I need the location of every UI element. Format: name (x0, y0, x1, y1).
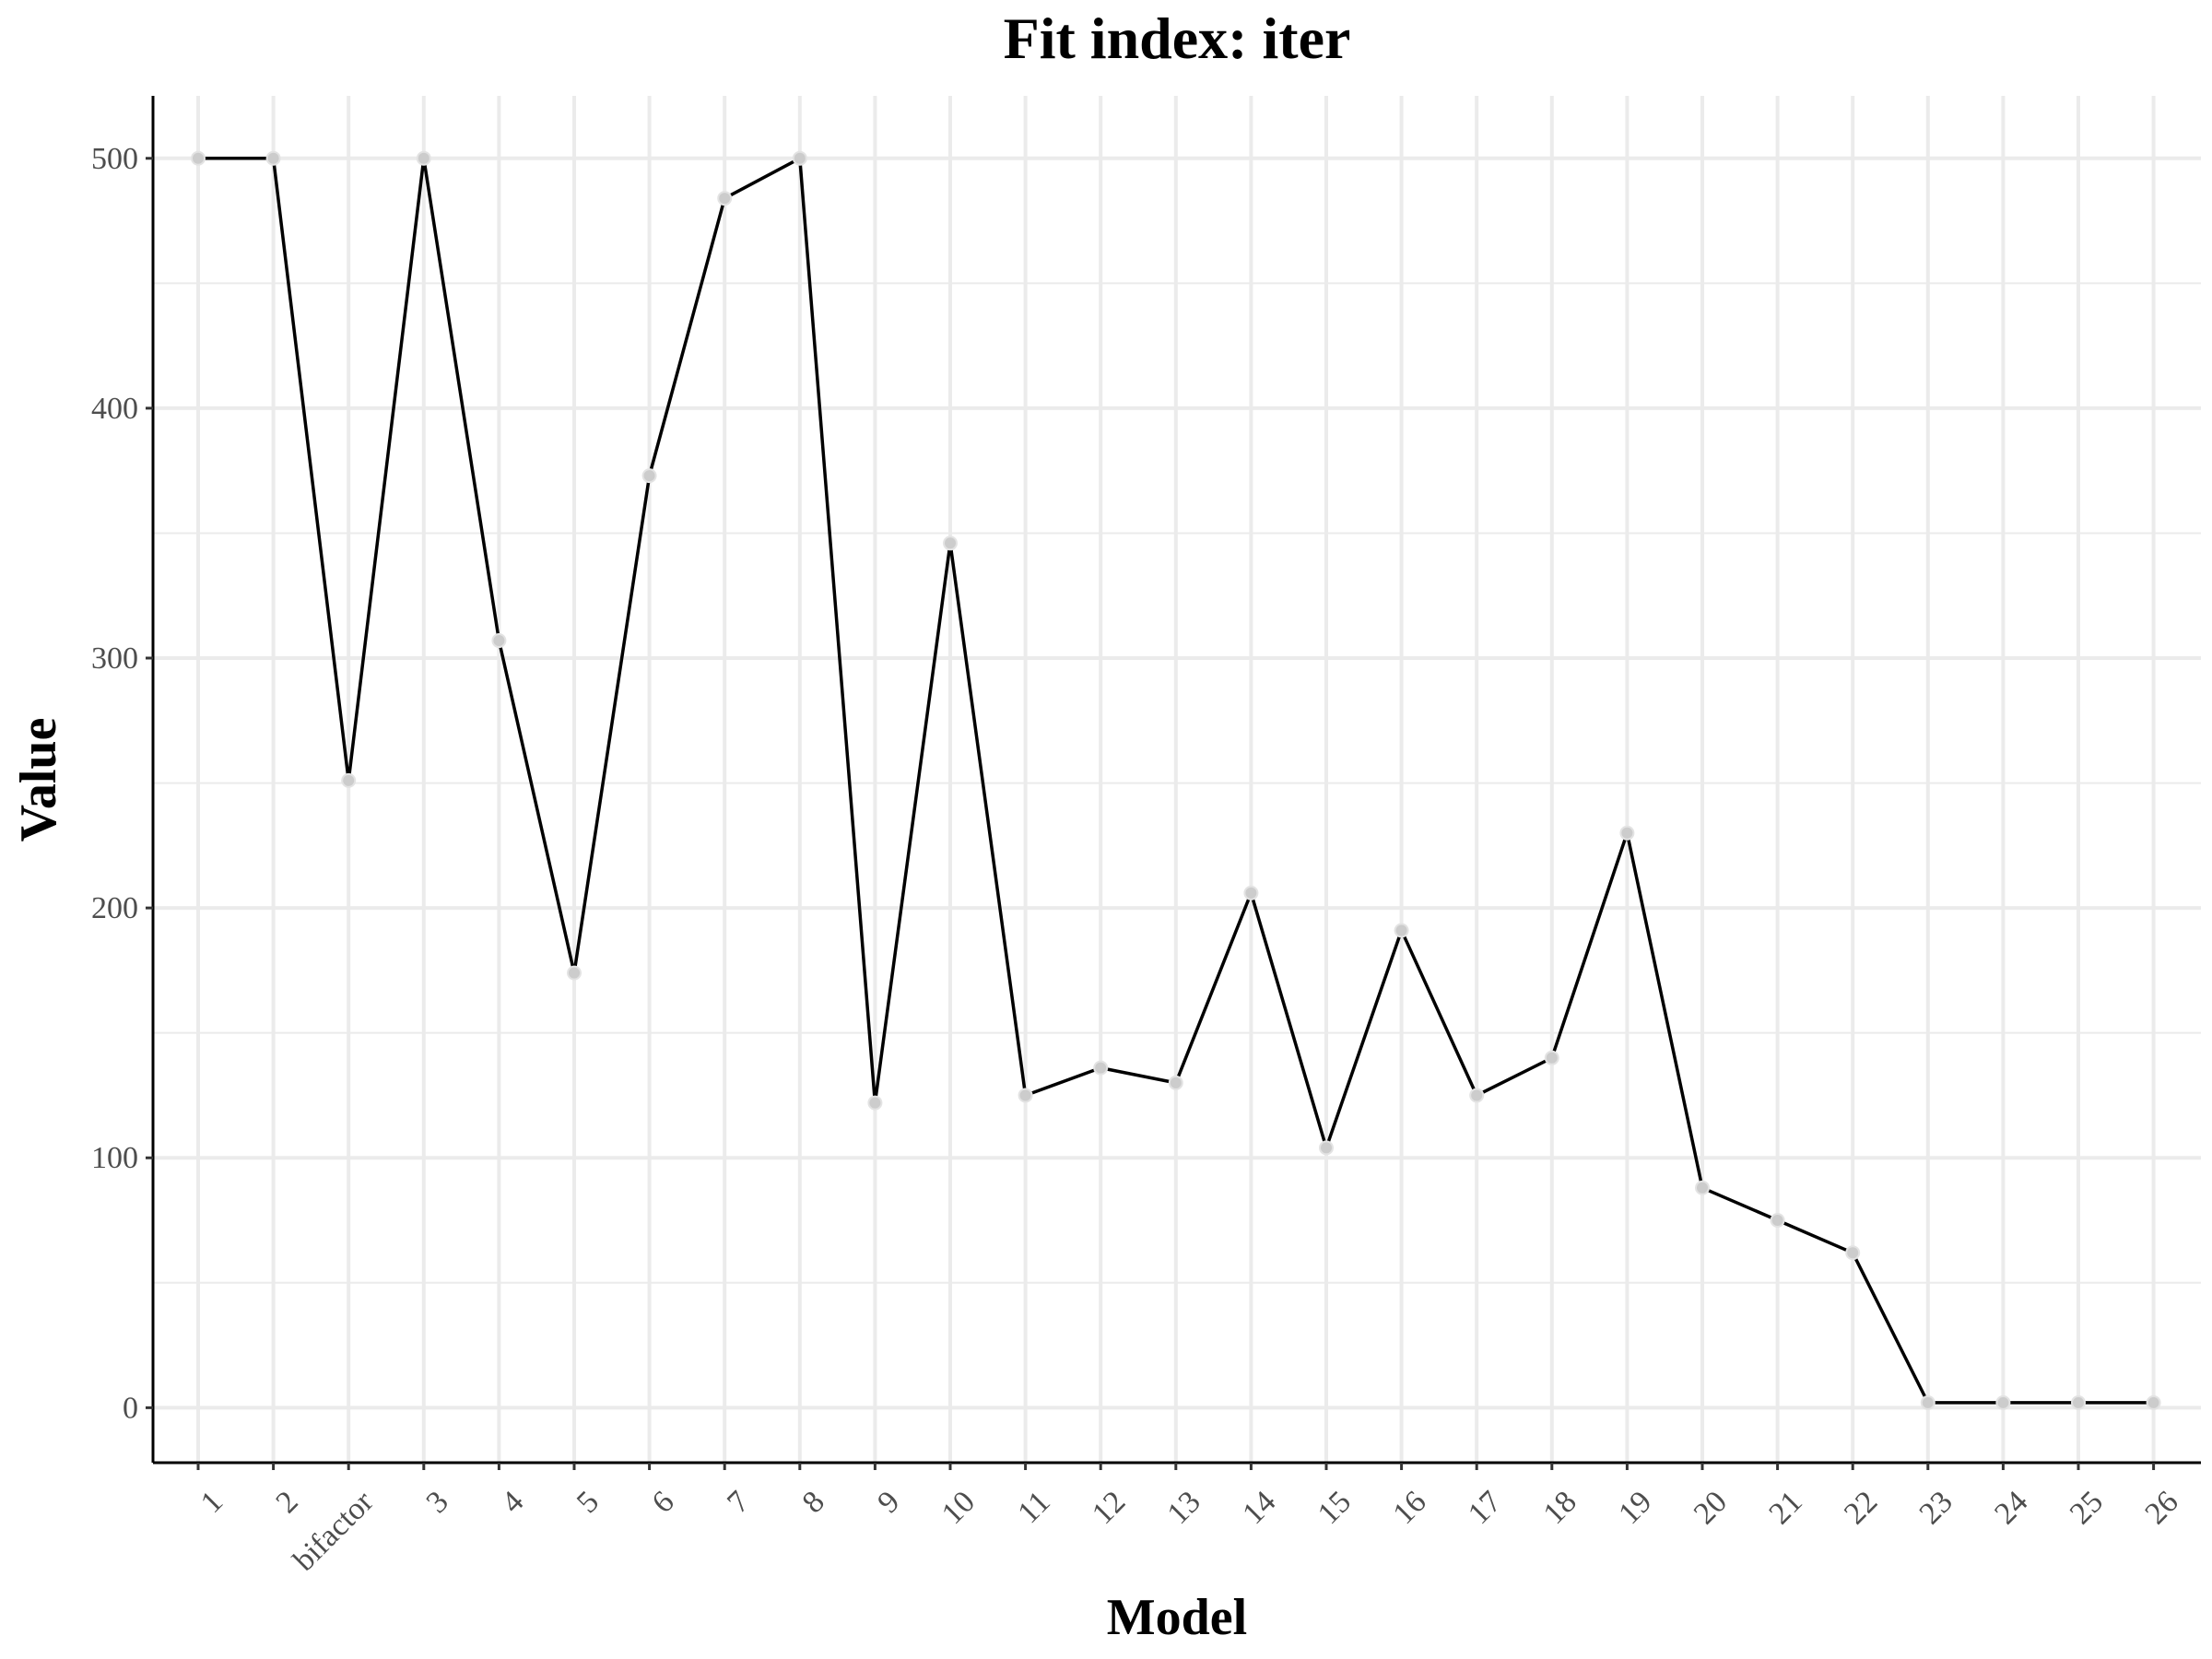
x-tick-label: 14 (1236, 1485, 1282, 1531)
data-point (1394, 923, 1409, 938)
data-point (1168, 1075, 1183, 1090)
y-tick-label: 200 (91, 891, 138, 925)
x-tick-label: 15 (1312, 1485, 1358, 1531)
x-tick-label: 19 (1612, 1485, 1658, 1531)
x-tick-label: 7 (721, 1485, 756, 1520)
x-tick-label: 8 (796, 1485, 831, 1520)
y-tick-label: 100 (91, 1141, 138, 1175)
y-ticks: 0 100 200 300 400 500 (91, 142, 153, 1425)
data-point (943, 535, 958, 551)
x-tick-label: 17 (1462, 1485, 1508, 1531)
x-tick-label: 25 (2064, 1485, 2110, 1531)
data-point (567, 965, 582, 981)
y-tick-label: 0 (123, 1391, 138, 1425)
x-tick-label: 9 (871, 1485, 906, 1520)
x-tick-label: 2 (269, 1485, 304, 1520)
data-point (1619, 825, 1635, 841)
x-tick-label: 18 (1537, 1485, 1583, 1531)
x-tick-label: 1 (194, 1485, 229, 1520)
x-axis-title: Model (1107, 1589, 1247, 1646)
x-tick-label: 10 (935, 1485, 982, 1531)
data-point (1845, 1245, 1861, 1261)
x-tick-label: 12 (1086, 1485, 1132, 1531)
data-point (792, 150, 807, 166)
data-point (1995, 1394, 2011, 1410)
x-tick-label: 20 (1688, 1485, 1734, 1531)
x-tick-label: 24 (1988, 1485, 2034, 1531)
data-point (1469, 1088, 1485, 1103)
y-axis-title: Value (10, 718, 67, 842)
data-point (416, 150, 431, 166)
data-point (2071, 1394, 2086, 1410)
x-tick-label: 5 (571, 1485, 606, 1520)
data-point (1770, 1213, 1785, 1229)
grid (153, 96, 2201, 1463)
points (191, 150, 2161, 1410)
data-point (1544, 1050, 1559, 1065)
y-tick-label: 400 (91, 392, 138, 426)
data-point (265, 150, 281, 166)
x-tick-label: 4 (495, 1485, 530, 1520)
data-point (1093, 1060, 1109, 1076)
data-point (1695, 1180, 1710, 1195)
data-point (191, 150, 206, 166)
x-tick-label: 22 (1838, 1485, 1884, 1531)
data-point (1319, 1140, 1334, 1156)
data-point (341, 772, 357, 788)
data-point (2146, 1394, 2161, 1410)
data-point (867, 1095, 883, 1111)
x-tick-label: 23 (1913, 1485, 1959, 1531)
data-point (1920, 1394, 1936, 1410)
x-tick-label: 6 (645, 1485, 680, 1520)
y-tick-label: 500 (91, 142, 138, 176)
data-point (491, 633, 507, 649)
x-tick-label: 16 (1386, 1485, 1432, 1531)
x-tick-label: 21 (1762, 1485, 1808, 1531)
chart-title: Fit index: iter (1004, 6, 1351, 71)
x-tick-label: 11 (1011, 1485, 1056, 1530)
y-tick-label: 300 (91, 641, 138, 676)
x-tick-label: 3 (420, 1485, 455, 1520)
data-point (1243, 885, 1259, 900)
x-tick-label: bifactor (287, 1484, 380, 1577)
x-tick-label: 13 (1161, 1485, 1207, 1531)
data-point (641, 468, 657, 484)
data-point (1018, 1088, 1033, 1103)
data-point (717, 191, 733, 206)
x-tick-label: 26 (2138, 1485, 2184, 1531)
